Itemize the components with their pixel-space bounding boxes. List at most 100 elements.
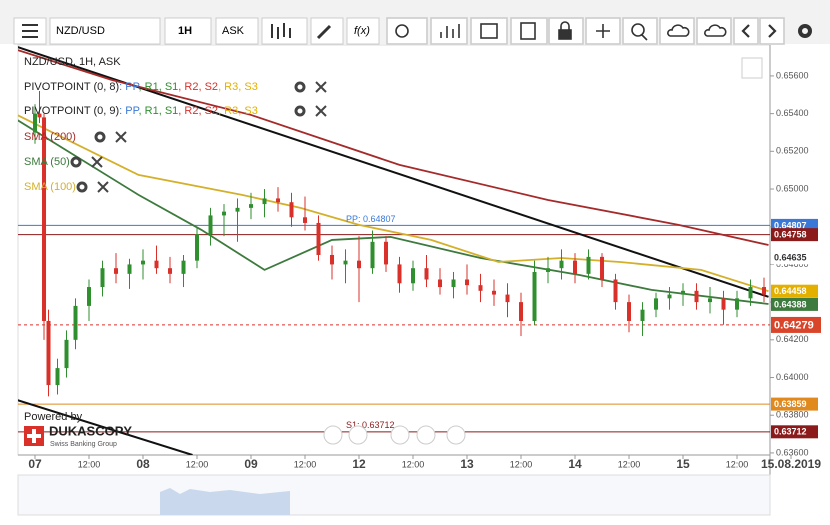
pivot-item: , R3 xyxy=(218,81,238,93)
menu-button[interactable] xyxy=(13,17,47,45)
candle-body xyxy=(114,268,119,274)
candle-body xyxy=(505,294,510,303)
candle-body xyxy=(411,268,416,284)
symbol-select[interactable] xyxy=(49,17,161,45)
candle-body xyxy=(694,290,699,303)
legend-icons[interactable] xyxy=(94,131,127,143)
candle-body xyxy=(181,260,186,274)
pivot-item: , S2 xyxy=(198,81,218,93)
powered-by: Powered by xyxy=(24,411,83,423)
candle-body xyxy=(681,290,686,295)
x-tick-label: 12:00 xyxy=(78,459,101,469)
legend-entry: SMA (200) xyxy=(24,131,76,143)
candle-body xyxy=(600,256,605,280)
candle-body xyxy=(46,320,51,386)
y-tick-label: 0.65600 xyxy=(776,70,809,80)
level-label: PP: 0.64807 xyxy=(346,214,396,224)
x-tick-label: 12:00 xyxy=(186,459,209,469)
side: ASK xyxy=(222,25,245,37)
candle-body xyxy=(546,268,551,272)
tool-buttons[interactable] xyxy=(386,17,812,45)
x-tick-label: 15.08.2019 xyxy=(761,457,821,471)
close-icon xyxy=(315,81,327,93)
plot xyxy=(18,46,770,455)
price-tag xyxy=(771,316,821,333)
close-icon xyxy=(97,181,109,193)
candle-body xyxy=(37,113,42,118)
candle-body xyxy=(73,305,78,340)
price-tag-label: 0.64635 xyxy=(774,253,807,263)
candle-body xyxy=(343,260,348,265)
candle-body xyxy=(370,241,375,269)
x-tick-label: 15 xyxy=(676,457,690,471)
brand: DUKASCOPY xyxy=(49,423,132,438)
close-icon xyxy=(115,131,127,143)
legend-icons[interactable] xyxy=(294,105,327,117)
period-select[interactable] xyxy=(164,17,212,45)
gear-icon xyxy=(94,131,106,143)
y-tick-label: 0.63800 xyxy=(776,410,809,420)
side-select[interactable] xyxy=(215,17,259,45)
candle-body xyxy=(276,198,281,203)
candle-body xyxy=(33,113,38,133)
indicator-button[interactable] xyxy=(346,17,380,45)
candle-body xyxy=(640,309,645,321)
fullscreen-button[interactable] xyxy=(741,57,763,79)
y-tick-label: 0.65000 xyxy=(776,183,809,193)
pivot-item: : PP xyxy=(119,81,139,93)
sma-line xyxy=(18,49,769,246)
fx: f(x) xyxy=(354,25,370,37)
pivot-item: , S3 xyxy=(238,105,258,117)
candle-body xyxy=(627,302,632,321)
candle-body xyxy=(613,279,618,303)
candle-body xyxy=(438,279,443,288)
zoom-controls[interactable] xyxy=(323,425,466,445)
x-tick-label: 07 xyxy=(28,457,42,471)
trendline xyxy=(18,46,769,298)
gear-icon xyxy=(294,105,306,117)
pivot-item: , R1 xyxy=(139,105,159,117)
price-tag-label: 0.64279 xyxy=(774,319,814,331)
legend-icons[interactable] xyxy=(70,156,103,168)
candle-body xyxy=(708,298,713,303)
candle-body xyxy=(87,287,92,306)
pivot-item: , S2 xyxy=(198,105,218,117)
candle-body xyxy=(262,198,267,205)
x-tick-label: 12:00 xyxy=(402,459,425,469)
logo-cross xyxy=(27,429,41,443)
price-tag xyxy=(771,425,818,439)
close-icon xyxy=(91,156,103,168)
candle-body xyxy=(154,260,159,269)
candle-body xyxy=(559,260,564,269)
x-tick-label: 12:00 xyxy=(726,459,749,469)
pivot-item: , R2 xyxy=(178,81,198,93)
price-tag-label: 0.64388 xyxy=(774,299,807,309)
pivot-item: , S1 xyxy=(159,81,179,93)
price-tag-label: 0.64758 xyxy=(774,230,807,240)
y-tick-label: 0.64000 xyxy=(776,372,809,382)
candle-body xyxy=(424,268,429,280)
candle-body xyxy=(303,217,308,223)
candle-body xyxy=(748,287,753,299)
x-tick-label: 08 xyxy=(136,457,150,471)
legend-icons[interactable] xyxy=(294,81,327,93)
y-tick-label: 0.64200 xyxy=(776,334,809,344)
legend-icons[interactable] xyxy=(76,181,109,193)
pivot-item: , S1 xyxy=(159,105,179,117)
candle-body xyxy=(492,290,497,295)
pivot-item: , R3 xyxy=(218,105,238,117)
price-tag xyxy=(771,251,818,265)
candle-body xyxy=(357,260,362,269)
candle-body xyxy=(42,117,47,321)
x-tick-label: 12:00 xyxy=(294,459,317,469)
gear-icon xyxy=(294,81,306,93)
candle-body xyxy=(222,211,227,216)
y-tick-label: 0.63600 xyxy=(776,447,809,457)
candle-body xyxy=(55,368,60,386)
brand-sub: Swiss Banking Group xyxy=(50,441,117,448)
candle-body xyxy=(465,279,470,286)
pivot-item: : PP xyxy=(119,105,139,117)
pivot-legend: PIVOTPOINT (0, 8): PP, R1, S1, R2, S2, R… xyxy=(24,81,258,93)
